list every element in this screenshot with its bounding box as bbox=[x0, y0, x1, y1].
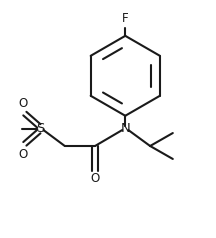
Text: O: O bbox=[18, 148, 27, 161]
Text: O: O bbox=[91, 172, 100, 185]
Text: O: O bbox=[18, 97, 27, 110]
Text: N: N bbox=[120, 122, 130, 135]
Text: F: F bbox=[122, 12, 129, 25]
Text: S: S bbox=[36, 122, 44, 135]
